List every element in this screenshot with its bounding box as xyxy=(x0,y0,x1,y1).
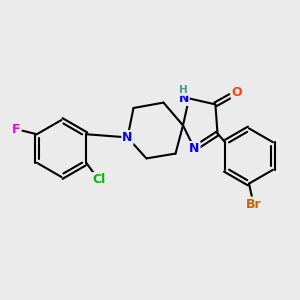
Text: N: N xyxy=(122,131,133,144)
Text: Br: Br xyxy=(245,197,261,211)
Text: Cl: Cl xyxy=(93,173,106,186)
Text: H: H xyxy=(179,85,188,95)
Text: N: N xyxy=(178,92,189,105)
Text: N: N xyxy=(189,142,200,155)
Text: F: F xyxy=(12,123,20,136)
Text: O: O xyxy=(232,86,242,99)
